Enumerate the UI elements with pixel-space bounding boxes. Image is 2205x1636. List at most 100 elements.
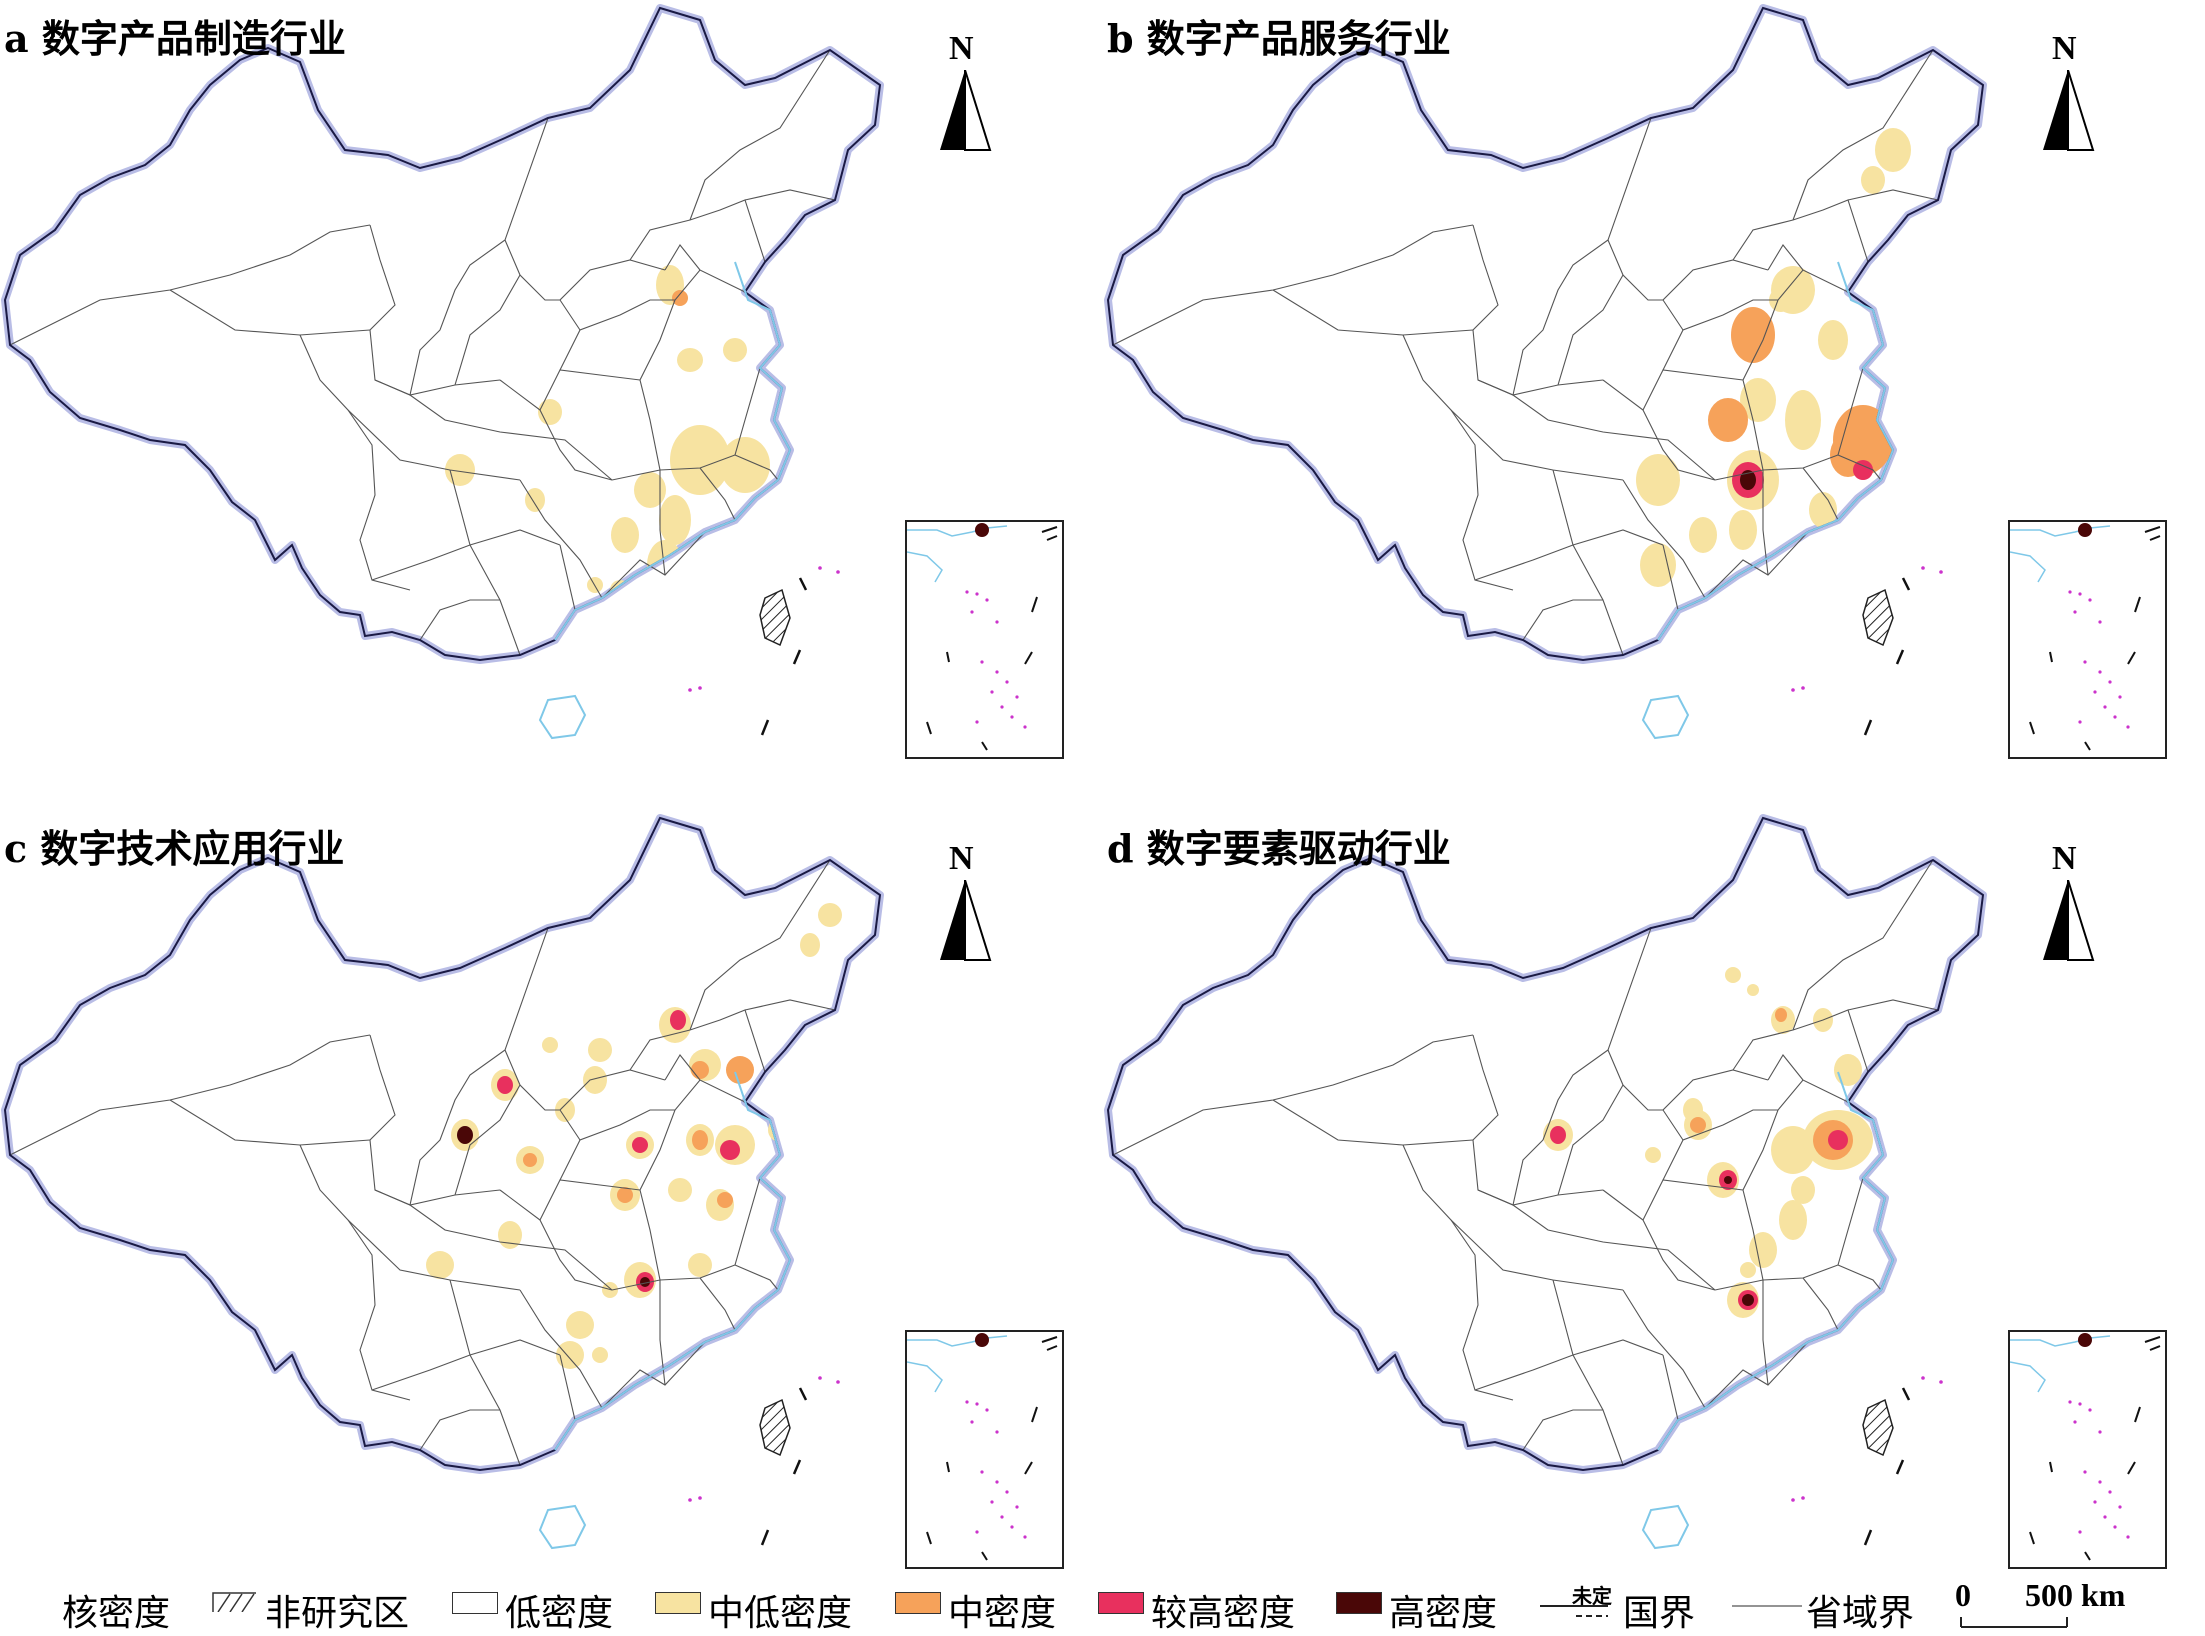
provincial-border — [1402, 334, 1514, 591]
boundary-dash — [1901, 577, 1911, 591]
provincial-border — [1272, 289, 1474, 336]
provincial-border — [419, 1409, 500, 1451]
density-blob-level-1 — [555, 1098, 575, 1122]
provincial-border — [1642, 1179, 1744, 1221]
legend-label-national-border: 国界 — [1623, 1593, 1696, 1634]
coastline — [554, 261, 792, 641]
island-dot — [698, 1496, 702, 1500]
provincial-border — [374, 1189, 613, 1291]
provincial-border — [369, 1034, 501, 1206]
provincial-border — [454, 274, 521, 386]
provincial-border — [499, 379, 613, 481]
hainan-island — [1641, 1504, 1690, 1550]
island-dot — [1939, 570, 1943, 574]
panel-title-b: b 数字产品服务行业 — [1107, 16, 1451, 61]
provincial-border — [449, 1279, 471, 1356]
provincial-border — [1802, 467, 1839, 521]
density-blob-level-1 — [1791, 1176, 1815, 1204]
map-panel-a: a 数字产品制造行业 N — [0, 0, 1102, 795]
panel-title-a: a 数字产品制造行业 — [4, 16, 346, 61]
scale-zero: 0 — [1955, 1577, 1971, 1613]
density-blob-level-3 — [617, 617, 653, 653]
density-blob-level-1 — [1749, 1232, 1777, 1268]
density-blob-level-1 — [1729, 510, 1757, 550]
density-blob-level-1 — [1809, 492, 1837, 528]
map-panel-d: d 数字要素驱动行业 N — [1103, 810, 2205, 1605]
provincial-border — [504, 239, 560, 301]
legend-title: 核密度 — [62, 1593, 171, 1634]
provincial-border — [1112, 1034, 1474, 1156]
legend-label-low: 低密度 — [505, 1593, 614, 1634]
density-blob-level-1 — [1818, 320, 1848, 360]
north-label: N — [2052, 30, 2077, 67]
island-dot — [1791, 688, 1795, 692]
density-blob-level-1 — [1640, 543, 1676, 587]
density-blob-level-1 — [525, 488, 545, 512]
boundary-dash — [1863, 1529, 1873, 1546]
density-blob-level-1 — [670, 425, 730, 495]
provincial-border — [699, 1277, 736, 1331]
density-blob-level-1 — [818, 903, 842, 927]
density-blob-level-3 — [720, 1140, 740, 1160]
density-blob-level-4 — [1740, 470, 1756, 490]
density-blob-level-1 — [1740, 378, 1776, 422]
high-density-swatch — [1336, 1592, 1382, 1614]
provincial-border — [1704, 531, 1809, 599]
provincial-border — [559, 299, 675, 371]
hatch-swatch — [212, 1592, 256, 1612]
density-blob-level-3 — [1723, 625, 1763, 660]
density-blob-level-2 — [617, 1187, 633, 1203]
map-legend: 核密度 非研究区 低密度 中低密度 中密度 较高密度 高密度 未定 国界 省域界 — [0, 1580, 2205, 1634]
density-blob-level-1 — [1689, 517, 1717, 553]
south-china-sea-inset — [2008, 1330, 2167, 1569]
legend-label-high: 高密度 — [1389, 1593, 1498, 1634]
island-dot — [1801, 686, 1805, 690]
coastline — [1657, 261, 1895, 641]
panel-title-c: c 数字技术应用行业 — [4, 826, 345, 871]
provincial-border — [374, 379, 613, 481]
density-blob-level-1 — [611, 517, 639, 553]
density-blob-level-1 — [1645, 1147, 1661, 1163]
low-mid-density-swatch — [655, 1592, 701, 1614]
density-blob-level-1 — [1747, 984, 1759, 996]
north-label: N — [949, 30, 974, 67]
provincial-border — [1522, 599, 1603, 641]
density-blob-level-1 — [625, 595, 675, 655]
density-blob-level-1 — [588, 1038, 612, 1062]
boundary-dash — [798, 577, 808, 591]
provincial-border — [559, 1354, 576, 1421]
provincial-border — [611, 367, 761, 481]
provincial-border — [689, 49, 831, 221]
provincial-border — [419, 599, 500, 641]
provincial-border — [1112, 224, 1474, 346]
china-map-c — [1, 814, 884, 1550]
south-china-sea-inset — [905, 520, 1064, 759]
map-panel-b: b 数字产品服务行业 N — [1103, 0, 2205, 795]
density-blob-level-3 — [1828, 1130, 1848, 1150]
density-blob-level-1 — [566, 1311, 594, 1339]
scale-distance: 500 km — [2025, 1577, 2126, 1613]
density-blob-level-2 — [717, 1192, 733, 1208]
density-blob-level-1 — [1785, 390, 1821, 450]
provincial-border — [347, 409, 521, 481]
provincial-border — [629, 199, 766, 263]
island-dot — [818, 1376, 822, 1380]
density-blob-level-1 — [1718, 607, 1768, 660]
boundary-dash — [792, 649, 802, 665]
density-blob-level-1 — [583, 1066, 607, 1094]
low-density-swatch — [452, 1592, 498, 1614]
provincial-border — [454, 1084, 521, 1196]
boundary-dash — [760, 1529, 770, 1546]
provincial-border — [1837, 1264, 1882, 1291]
density-blob-level-2 — [1775, 1008, 1787, 1022]
density-blob-level-1 — [556, 1341, 584, 1369]
island-dot — [1801, 1496, 1805, 1500]
provincial-border — [519, 1289, 603, 1409]
provincial-border — [504, 1049, 560, 1111]
provincial-border — [601, 1341, 706, 1409]
density-blob-level-4 — [1742, 1294, 1754, 1306]
density-blob-level-2 — [692, 1130, 708, 1150]
provincial-border — [499, 1189, 613, 1291]
provincial-border — [1622, 1289, 1706, 1409]
provincial-border — [1602, 1189, 1716, 1291]
